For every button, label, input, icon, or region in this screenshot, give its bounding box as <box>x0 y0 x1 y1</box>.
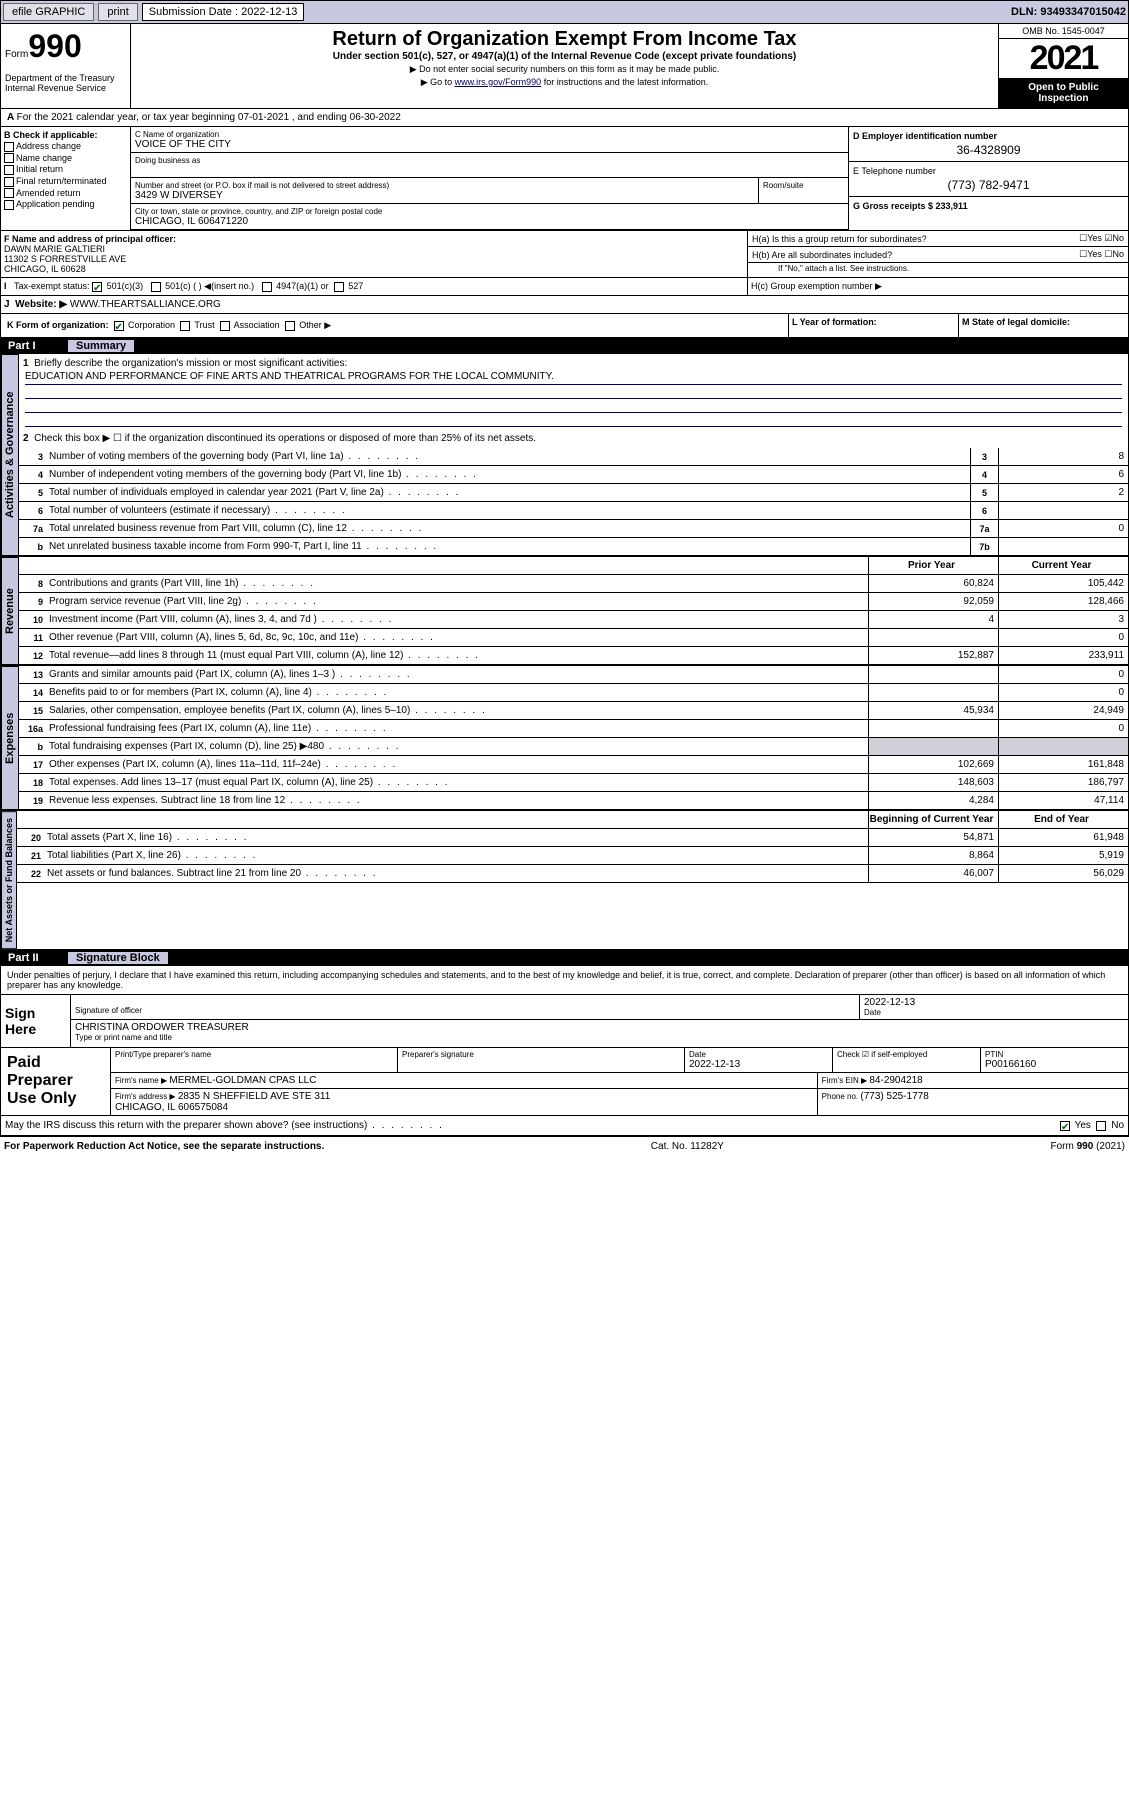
vtab-revenue: Revenue <box>1 557 19 665</box>
table-row: 11Other revenue (Part VIII, column (A), … <box>19 629 1128 647</box>
street-address: 3429 W DIVERSEY <box>135 190 223 201</box>
goto-note: ▶ Go to www.irs.gov/Form990 for instruct… <box>135 77 994 88</box>
form-prefix: Form <box>5 49 28 60</box>
table-row: 14Benefits paid to or for members (Part … <box>19 684 1128 702</box>
part2-header: Part IISignature Block <box>0 950 1129 966</box>
table-row: 15Salaries, other compensation, employee… <box>19 702 1128 720</box>
table-row: 3Number of voting members of the governi… <box>19 448 1128 466</box>
tax-year: 2021 <box>999 39 1128 78</box>
website: WWW.THEARTSALLIANCE.ORG <box>70 299 221 310</box>
telephone: (773) 782-9471 <box>853 178 1124 192</box>
vtab-netassets: Net Assets or Fund Balances <box>1 811 17 949</box>
form-title: Return of Organization Exempt From Incom… <box>135 28 994 51</box>
table-row: 18Total expenses. Add lines 13–17 (must … <box>19 774 1128 792</box>
dln: DLN: 93493347015042 <box>1011 6 1126 18</box>
table-row: 19Revenue less expenses. Subtract line 1… <box>19 792 1128 810</box>
table-row: 12Total revenue—add lines 8 through 11 (… <box>19 647 1128 665</box>
firm-name: MERMEL-GOLDMAN CPAS LLC <box>169 1075 316 1086</box>
form-subtitle: Under section 501(c), 527, or 4947(a)(1)… <box>135 51 994 62</box>
efile-button[interactable]: efile GRAPHIC <box>3 3 94 21</box>
checkbox-column-b: B Check if applicable: Address change Na… <box>1 127 131 230</box>
omb-number: OMB No. 1545-0047 <box>999 24 1128 39</box>
tax-year-line: A For the 2021 calendar year, or tax yea… <box>1 109 1128 127</box>
print-button[interactable]: print <box>98 3 137 21</box>
table-row: 16aProfessional fundraising fees (Part I… <box>19 720 1128 738</box>
mission-text: EDUCATION AND PERFORMANCE OF FINE ARTS A… <box>25 371 1122 385</box>
table-row: 17Other expenses (Part IX, column (A), l… <box>19 756 1128 774</box>
table-row: 7aTotal unrelated business revenue from … <box>19 520 1128 538</box>
table-row: bNet unrelated business taxable income f… <box>19 538 1128 556</box>
table-row: bTotal fundraising expenses (Part IX, co… <box>19 738 1128 756</box>
perjury-declaration: Under penalties of perjury, I declare th… <box>1 966 1128 994</box>
form-number: 990 <box>28 28 81 64</box>
org-name: VOICE OF THE CITY <box>135 139 231 150</box>
open-public-badge: Open to Public Inspection <box>999 78 1128 108</box>
irs-link[interactable]: www.irs.gov/Form990 <box>455 77 542 87</box>
ssn-note: ▶ Do not enter social security numbers o… <box>135 64 994 75</box>
firm-ein: 84-2904218 <box>869 1075 922 1086</box>
city-state-zip: CHICAGO, IL 606471220 <box>135 216 248 227</box>
submission-date: Submission Date : 2022-12-13 <box>142 3 305 21</box>
officer-name: CHRISTINA ORDOWER TREASURER <box>75 1022 249 1033</box>
table-row: 9Program service revenue (Part VIII, lin… <box>19 593 1128 611</box>
ein: 36-4328909 <box>853 143 1124 157</box>
table-row: 4Number of independent voting members of… <box>19 466 1128 484</box>
principal-officer: DAWN MARIE GALTIERI 11302 S FORRESTVILLE… <box>4 244 126 274</box>
table-row: 10Investment income (Part VIII, column (… <box>19 611 1128 629</box>
section-a: A For the 2021 calendar year, or tax yea… <box>0 109 1129 338</box>
table-row: 20Total assets (Part X, line 16)54,87161… <box>17 829 1128 847</box>
form-header: Form990 Department of the Treasury Inter… <box>0 24 1129 109</box>
firm-phone: (773) 525-1778 <box>860 1091 928 1102</box>
vtab-expenses: Expenses <box>1 666 19 810</box>
top-toolbar: efile GRAPHIC print Submission Date : 20… <box>0 0 1129 24</box>
signature-block: Under penalties of perjury, I declare th… <box>0 966 1129 1136</box>
dept-treasury: Department of the Treasury Internal Reve… <box>5 73 126 93</box>
sign-here-label: Sign Here <box>1 995 71 1047</box>
page-footer: For Paperwork Reduction Act Notice, see … <box>0 1136 1129 1156</box>
paid-preparer-label: Paid Preparer Use Only <box>1 1048 111 1115</box>
table-row: 6Total number of volunteers (estimate if… <box>19 502 1128 520</box>
table-row: 13Grants and similar amounts paid (Part … <box>19 666 1128 684</box>
table-row: 22Net assets or fund balances. Subtract … <box>17 865 1128 883</box>
table-row: 8Contributions and grants (Part VIII, li… <box>19 575 1128 593</box>
table-row: 5Total number of individuals employed in… <box>19 484 1128 502</box>
ptin: P00166160 <box>985 1059 1036 1070</box>
part1-header: Part ISummary <box>0 338 1129 354</box>
vtab-governance: Activities & Governance <box>1 354 19 556</box>
gross-receipts: G Gross receipts $ 233,911 <box>853 201 968 211</box>
table-row: 21Total liabilities (Part X, line 26)8,8… <box>17 847 1128 865</box>
